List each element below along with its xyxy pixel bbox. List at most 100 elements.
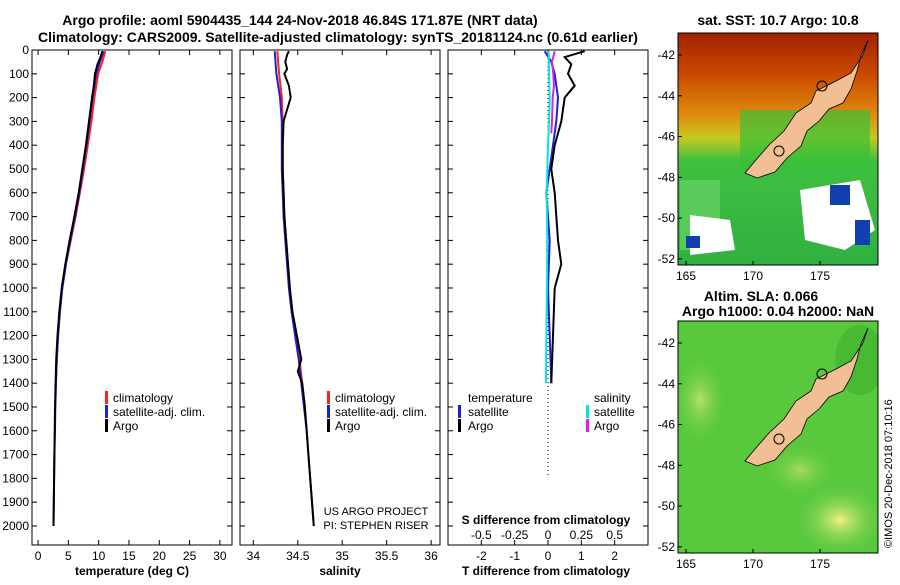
depth-tick-label: 900 xyxy=(9,257,29,271)
legend-label-s-argo: Argo xyxy=(594,419,620,433)
x-tick-label: 15 xyxy=(122,549,136,563)
series-line-t-argo xyxy=(550,50,585,384)
lon-tick-label: 165 xyxy=(676,557,696,571)
legend-swatch-satellite xyxy=(105,405,108,418)
lat-tick-label: -44 xyxy=(658,377,676,391)
lon-tick-label: 175 xyxy=(810,557,830,571)
credit-line1: US ARGO PROJECT xyxy=(324,506,429,518)
lon-tick-label: 170 xyxy=(743,269,763,283)
legend-swatch-climatology-s xyxy=(327,391,330,404)
depth-tick-label: 800 xyxy=(9,233,29,247)
depth-tick-label: 1100 xyxy=(3,305,29,319)
legend-label-t-satellite: satellite xyxy=(468,405,509,419)
legend-label-climatology: climatology xyxy=(113,391,173,405)
depth-tick-label: 500 xyxy=(9,162,29,176)
legend-swatch-t-satellite xyxy=(458,405,461,418)
x-tick-label: 10 xyxy=(92,549,106,563)
depth-tick-label: 200 xyxy=(9,91,29,105)
lat-tick-label: -52 xyxy=(658,540,676,554)
x-tick-label: 34.5 xyxy=(286,549,310,563)
figure-title-line1: Argo profile: aoml 5904435_144 24-Nov-20… xyxy=(62,12,537,28)
lon-tick-label: 170 xyxy=(743,557,763,571)
sst-map-title: sat. SST: 10.7 Argo: 10.8 xyxy=(697,12,859,28)
sst-new-zealand-land xyxy=(744,39,869,179)
depth-tick-label: 300 xyxy=(9,114,29,128)
sst-map-frame xyxy=(677,32,879,266)
x-tick-label: 34 xyxy=(247,549,261,563)
salinity-xlabel: salinity xyxy=(319,564,361,578)
series-line-t-satellite xyxy=(543,50,560,384)
depth-tick-label: 700 xyxy=(9,210,29,224)
lat-tick-label: -44 xyxy=(658,89,676,103)
legend-swatch-t-argo xyxy=(458,419,461,432)
x-tick-label: 20 xyxy=(153,549,167,563)
depth-tick-label: 600 xyxy=(9,186,29,200)
imos-credit: ©IMOS 20-Dec-2018 07:10:16 xyxy=(883,399,895,548)
sla-map: Altim. SLA: 0.066 Argo h1000: 0.04 h2000… xyxy=(658,288,895,571)
x-tick-label: -1 xyxy=(509,549,520,563)
lat-tick-label: -48 xyxy=(658,458,676,472)
lat-tick-label: -50 xyxy=(658,499,676,513)
sst-argo-location xyxy=(773,145,785,157)
depth-tick-label: 1800 xyxy=(2,471,29,485)
legend-swatch-s-satellite xyxy=(586,405,589,418)
depth-tick-label: 1300 xyxy=(2,352,29,366)
sla-map-title1: Altim. SLA: 0.066 xyxy=(704,288,819,304)
sla-map-title2: Argo h1000: 0.04 h2000: NaN xyxy=(682,303,874,319)
legend-label-t-argo: Argo xyxy=(468,419,494,433)
series-line-s-argo xyxy=(550,50,556,134)
depth-tick-label: 1900 xyxy=(2,495,29,509)
difference-legend: temperature satellite Argo salinity sate… xyxy=(458,391,635,433)
temperature-panel: 0100200300400500600700800900100011001200… xyxy=(2,43,233,578)
x-tick-label: 2 xyxy=(611,549,618,563)
x-tick2-label: 0 xyxy=(545,528,552,542)
legend-title-salinity: salinity xyxy=(594,391,631,405)
lat-tick-label: -42 xyxy=(658,336,676,350)
x-tick-label: -2 xyxy=(476,549,487,563)
salinity-panel: 34 34.5 35 35.5 36 salinity climatology sate… xyxy=(239,49,441,578)
depth-tick-label: 0 xyxy=(22,43,29,57)
credit-line2: PI: STEPHEN RISER xyxy=(323,520,428,532)
legend-swatch-argo-s xyxy=(327,419,330,432)
legend-swatch-argo xyxy=(105,419,108,432)
legend-swatch-satellite-s xyxy=(327,405,330,418)
legend-label-satellite-s: satellite-adj. clim. xyxy=(335,405,427,419)
x-tick2-label: -0.5 xyxy=(471,528,492,542)
depth-tick-label: 400 xyxy=(9,138,29,152)
temperature-plot-frame xyxy=(31,49,233,546)
lat-tick-label: -50 xyxy=(658,211,676,225)
salinity-plot-frame xyxy=(239,49,441,546)
depth-tick-label: 1700 xyxy=(2,448,29,462)
x-tick-label: 0 xyxy=(545,549,552,563)
legend-label-climatology-s: climatology xyxy=(335,391,395,405)
x-tick-label: 35 xyxy=(336,549,350,563)
x-tick2-label: 0.5 xyxy=(606,528,623,542)
legend-swatch-s-argo xyxy=(586,419,589,432)
legend-title-temperature: temperature xyxy=(468,391,533,405)
legend-label-argo: Argo xyxy=(113,419,139,433)
x-tick-label: 0 xyxy=(35,549,42,563)
x-tick-label: 36 xyxy=(424,549,438,563)
legend-label-satellite: satellite-adj. clim. xyxy=(113,405,205,419)
depth-tick-label: 1000 xyxy=(2,281,29,295)
figure-title-line2: Climatology: CARS2009. Satellite-adjuste… xyxy=(38,29,638,45)
sla-new-zealand-land xyxy=(744,327,869,467)
lat-tick-label: -48 xyxy=(658,170,676,184)
series-line-argo xyxy=(52,50,104,527)
sst-map: sat. SST: 10.7 Argo: 10.8 xyxy=(658,12,879,283)
lat-tick-label: -46 xyxy=(658,418,676,432)
lat-tick-label: -42 xyxy=(658,48,676,62)
temperature-legend: climatology satellite-adj. clim. Argo xyxy=(105,391,205,433)
depth-tick-label: 1400 xyxy=(2,376,29,390)
depth-tick-label: 1600 xyxy=(2,424,29,438)
series-line-argo xyxy=(281,50,315,527)
x-tick-label: 25 xyxy=(183,549,197,563)
depth-tick-label: 100 xyxy=(9,67,29,81)
x-tick2-label: -0.25 xyxy=(501,528,529,542)
lon-tick-label: 175 xyxy=(810,269,830,283)
legend-swatch-climatology xyxy=(105,391,108,404)
sla-map-frame xyxy=(677,320,879,554)
difference-xlabel: T difference from climatology xyxy=(462,564,630,578)
x-tick2-label: 0.25 xyxy=(570,528,594,542)
